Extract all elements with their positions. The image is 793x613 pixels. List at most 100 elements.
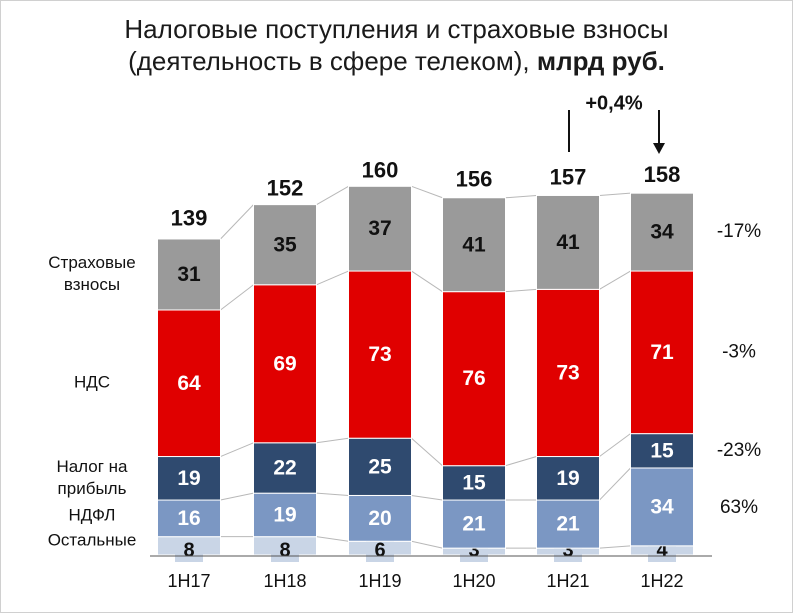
data-label: 25: [368, 455, 392, 478]
bar-segment: [536, 288, 600, 458]
series-label: НДФЛ: [69, 505, 116, 524]
bar-segment: [253, 492, 317, 538]
data-label: 34: [650, 495, 674, 518]
total-label: 160: [362, 157, 399, 182]
bar-segment: [442, 499, 506, 549]
connector-line: [505, 456, 537, 467]
connector-line: [411, 540, 443, 549]
total-label: 152: [267, 176, 304, 201]
change-label: -17%: [717, 221, 761, 242]
data-label: 22: [273, 457, 296, 480]
connector-line: [599, 545, 631, 549]
connector-line: [316, 437, 349, 444]
series-label: Налог на: [56, 457, 128, 476]
connector-line: [220, 204, 254, 240]
data-label: 64: [177, 372, 201, 395]
data-label: 69: [273, 352, 296, 375]
data-label: 21: [462, 513, 486, 536]
connector-line: [316, 536, 349, 542]
change-label: -23%: [717, 440, 761, 461]
total-label: 158: [644, 162, 681, 187]
bar-segment: [442, 465, 506, 501]
series-label: взносы: [64, 275, 120, 294]
bar-segment: [536, 456, 600, 501]
data-label: 15: [650, 439, 674, 462]
connector-line: [411, 494, 443, 501]
total-label: 156: [456, 167, 493, 192]
bar-segment: [348, 185, 412, 272]
series-label: прибыль: [58, 479, 127, 498]
connector-line: [411, 185, 443, 199]
bar-segment: [630, 467, 694, 547]
data-label: 8: [279, 539, 290, 561]
series-label: НДС: [74, 373, 110, 392]
bar-segment: [630, 270, 694, 435]
chart-title-line-1: Налоговые поступления и страховые взносы: [124, 14, 669, 44]
connector-line: [220, 442, 254, 457]
data-label: 73: [556, 361, 579, 384]
bar-segment: [442, 291, 506, 467]
connector-line: [220, 492, 254, 501]
data-label: 37: [368, 217, 391, 240]
change-annotation-label: +0,4%: [585, 92, 642, 114]
bar-segment: [630, 192, 694, 272]
connector-line: [316, 492, 349, 496]
x-tick-label: 1H19: [358, 571, 401, 591]
x-tick-label: 1H20: [452, 571, 495, 591]
connector-line: [599, 270, 631, 290]
series-label: Страховые: [48, 253, 135, 272]
connector-line: [411, 437, 443, 467]
data-label: 6: [374, 539, 385, 561]
connector-line: [316, 270, 349, 286]
chart-title-unit: млрд руб.: [536, 46, 665, 76]
bar-segment: [536, 194, 600, 290]
total-label: 139: [171, 206, 208, 231]
data-label: 34: [650, 221, 674, 244]
connector-line: [316, 185, 349, 206]
data-label: 19: [177, 467, 200, 490]
connector-line: [411, 270, 443, 293]
change-label: 63%: [720, 497, 758, 518]
data-label: 35: [273, 233, 297, 256]
data-label: 16: [177, 507, 200, 530]
arrow-down-icon: [653, 143, 665, 154]
data-label: 73: [368, 343, 391, 366]
connector-line: [505, 288, 537, 293]
bar-segment: [157, 238, 221, 311]
x-tick-label: 1H21: [546, 571, 589, 591]
change-label: -3%: [722, 341, 756, 362]
bar-segment: [253, 284, 317, 444]
bar-segment: [536, 499, 600, 549]
bar-segment: [253, 442, 317, 494]
chart-title-subject: (деятельность в сфере телеком),: [128, 46, 530, 76]
x-tick-label: 1H22: [640, 571, 683, 591]
connector-line: [220, 284, 254, 311]
total-label: 157: [550, 164, 587, 189]
chart-title-line-2: (деятельность в сфере телеком), млрд руб…: [0, 46, 793, 76]
x-tick-label: 1H17: [167, 571, 210, 591]
data-label: 3: [562, 539, 573, 561]
bar-segment: [630, 433, 694, 469]
bar-segment: [442, 197, 506, 293]
x-tick-label: 1H18: [263, 571, 306, 591]
connector-line: [599, 433, 631, 457]
connector-line: [505, 194, 537, 199]
data-label: 19: [556, 467, 579, 490]
bar-segment: [253, 204, 317, 286]
data-label: 76: [462, 367, 485, 390]
data-label: 71: [650, 341, 674, 364]
data-label: 15: [462, 471, 486, 494]
data-label: 20: [368, 507, 391, 530]
bar-segment: [348, 494, 412, 542]
connector-line: [599, 192, 631, 196]
series-label: Остальные: [48, 530, 137, 549]
data-label: 41: [462, 233, 486, 256]
data-label: 31: [177, 263, 201, 286]
data-label: 8: [183, 539, 194, 561]
data-label: 21: [556, 513, 580, 536]
data-label: 19: [273, 503, 296, 526]
data-label: 41: [556, 231, 580, 254]
connector-line: [599, 467, 631, 501]
data-label: 3: [468, 539, 479, 561]
